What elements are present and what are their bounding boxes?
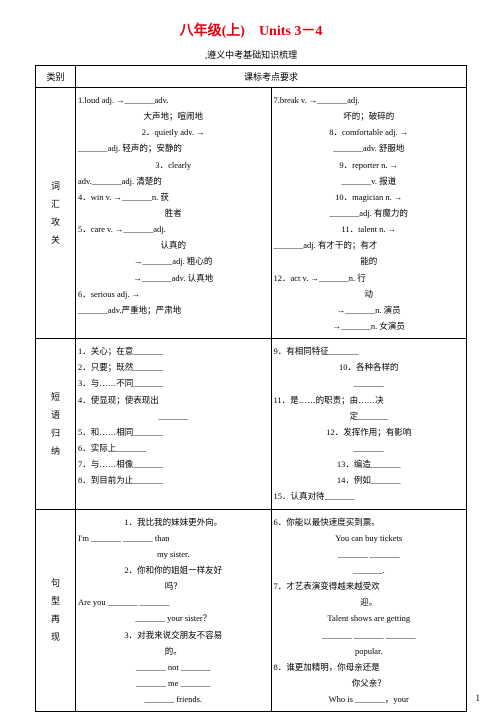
- phrase-item: 4．使显现；使表现出: [78, 392, 269, 408]
- phrase-item: 8．到目前为止_______: [78, 472, 269, 488]
- sentence-left: 1．我比我的妹妹更外向。 I'm _______ _______ than my…: [76, 509, 272, 712]
- phrase-item: 14．例如_______: [274, 472, 465, 488]
- sentence-item: You can buy tickets: [274, 530, 465, 546]
- vocab-item: _______adj. 轻声的；安静的: [78, 140, 269, 156]
- phrase-left: 1．关心；在意_______ 2．只要；既然_______ 3．与……不同___…: [76, 339, 272, 509]
- phrase-item: 6．实际上_______: [78, 440, 269, 456]
- section-label-sentence: 句型再现: [36, 509, 76, 712]
- sentence-item: 你父亲？: [274, 675, 465, 691]
- vocab-item: →_______n. 演员: [274, 302, 465, 318]
- vocab-item: →_______adj. 粗心的: [78, 253, 269, 269]
- page-subtitle: ,遵义中考基础知识梳理: [35, 48, 467, 61]
- vocab-item: _______adv. 舒服地: [274, 140, 465, 156]
- sentence-item: Talent shows are getting: [274, 610, 465, 626]
- vocab-item: 10．magician n. →: [274, 189, 465, 205]
- vocab-item: 5．care v. →_______adj.: [78, 221, 269, 237]
- sentence-item: 迎。: [274, 594, 465, 610]
- sentence-right: 6．你能以最快速度买到票。 You can buy tickets ______…: [271, 509, 467, 712]
- sentence-item: my sister.: [78, 546, 269, 562]
- vocab-item: _______adj. 有才干的；有才: [274, 237, 465, 253]
- sentence-item: 8．谁更加精明，你母亲还是: [274, 659, 465, 675]
- sentence-item: 7．才艺表演变得越来越受欢: [274, 578, 465, 594]
- vocab-item: _______adv.严重地；严肃地: [78, 302, 269, 318]
- header-category: 类别: [36, 66, 76, 88]
- phrase-item: 7．与……相像_______: [78, 456, 269, 472]
- vocab-item: 动: [274, 286, 465, 302]
- vocab-right: 7.break v. →_______adj. 坏的；破碎的 8．comfort…: [271, 88, 467, 339]
- sentence-item: 3．对我来说交朋友不容易: [78, 627, 269, 643]
- phrase-item: _______: [274, 440, 465, 456]
- vocab-item: 坏的；破碎的: [274, 108, 465, 124]
- vocab-item: _______adj. 有魔力的: [274, 205, 465, 221]
- vocab-item: 2．quietly adv. →: [78, 124, 269, 140]
- sentence-item: _______ _______: [274, 546, 465, 562]
- vocab-item: adv._______adj. 清楚的: [78, 173, 269, 189]
- phrase-item: 10．各种各样的: [274, 359, 465, 375]
- phrase-item: 定_______: [274, 408, 465, 424]
- vocab-item: →_______n. 女演员: [274, 318, 465, 334]
- sentence-item: popular.: [274, 643, 465, 659]
- sentence-item: Are you _______ _______: [78, 594, 269, 610]
- vocab-item: 4．win v. →_______n. 获: [78, 189, 269, 205]
- sentence-item: _______ not _______: [78, 659, 269, 675]
- sentence-item: _______ friends.: [78, 691, 269, 707]
- sentence-item: 的。: [78, 643, 269, 659]
- vocab-item: 胜者: [78, 205, 269, 221]
- phrase-item: 3．与……不同_______: [78, 375, 269, 391]
- phrase-item: 13．编造_______: [274, 456, 465, 472]
- sentence-item: 2．你和你的姐姐一样友好: [78, 562, 269, 578]
- phrase-item: 9．有相同特征_______: [274, 343, 465, 359]
- sentence-item: 6．你能以最快速度买到票。: [274, 514, 465, 530]
- section-label-phrase: 短语归纳: [36, 339, 76, 509]
- phrase-item: 2．只要；既然_______: [78, 359, 269, 375]
- page-number: 1: [476, 693, 481, 703]
- main-table: 类别 课标考点要求 词汇攻关 1.loud adj. →_______adv. …: [35, 65, 467, 712]
- phrase-item: 1．关心；在意_______: [78, 343, 269, 359]
- page-title: 八年级(上) Units 3－4: [35, 20, 467, 40]
- vocab-item: 7.break v. →_______adj.: [274, 92, 465, 108]
- header-requirement: 课标考点要求: [76, 66, 467, 88]
- sentence-item: I'm _______ _______ than: [78, 530, 269, 546]
- vocab-left: 1.loud adj. →_______adv. 大声地；喧闹地 2．quiet…: [76, 88, 272, 339]
- phrase-right: 9．有相同特征_______ 10．各种各样的 _______ 11．是……的职…: [271, 339, 467, 509]
- vocab-item: 8．comfortable adj. →: [274, 124, 465, 140]
- sentence-item: _______ me _______: [78, 675, 269, 691]
- vocab-item: 11．talent n. →: [274, 221, 465, 237]
- vocab-item: 1.loud adj. →_______adv.: [78, 92, 269, 108]
- phrase-item: 5．和……相同_______: [78, 424, 269, 440]
- sentence-item: 1．我比我的妹妹更外向。: [78, 514, 269, 530]
- phrase-item: 12．发挥作用；有影响: [274, 424, 465, 440]
- vocab-item: 12．act v. →_______n. 行: [274, 270, 465, 286]
- phrase-item: 15．认真对待_______: [274, 488, 465, 504]
- section-label-vocab: 词汇攻关: [36, 88, 76, 339]
- vocab-item: 9．reporter n. →: [274, 157, 465, 173]
- vocab-item: 大声地；喧闹地: [78, 108, 269, 124]
- sentence-item: _______ _______ _______: [274, 627, 465, 643]
- vocab-item: 认真的: [78, 237, 269, 253]
- vocab-item: →_______adv. 认真地: [78, 270, 269, 286]
- phrase-item: 11．是……的职责；由……决: [274, 392, 465, 408]
- sentence-item: 吗？: [78, 578, 269, 594]
- sentence-item: _______.: [274, 562, 465, 578]
- vocab-item: _______v. 报道: [274, 173, 465, 189]
- sentence-item: Who is _______，your: [274, 691, 465, 707]
- vocab-item: 3．clearly: [78, 157, 269, 173]
- vocab-item: 能的: [274, 253, 465, 269]
- phrase-item: _______: [78, 408, 269, 424]
- sentence-item: _______ your sister？: [78, 610, 269, 626]
- phrase-item: _______: [274, 375, 465, 391]
- vocab-item: 6．serious adj. →: [78, 286, 269, 302]
